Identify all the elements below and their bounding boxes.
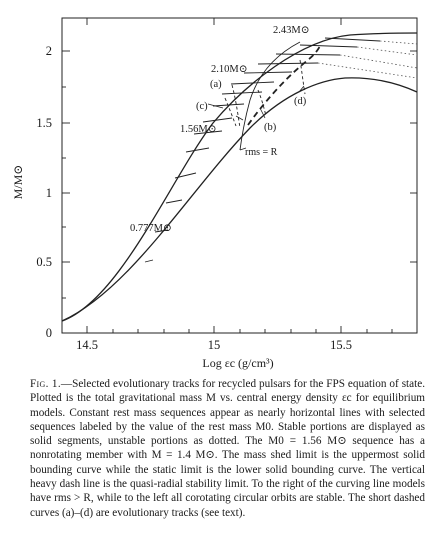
caption-label: Fig. 1. — [30, 378, 61, 390]
y-tick-label: 2 — [46, 44, 52, 58]
sequence-label-2.10: 2.10M⊙ — [211, 64, 248, 75]
evolutionary-tracks — [224, 59, 306, 129]
quasi-radial-stability-line — [247, 45, 321, 126]
figure-plot: 14.5 15 15.5 0 0.5 1 1.5 2 Log εc (g/cm³… — [11, 17, 418, 370]
figure-caption: Fig. 1.—Selected evolutionary tracks for… — [30, 377, 425, 520]
rest-mass-sequences — [144, 37, 381, 263]
track-label-a: (a) — [210, 79, 222, 90]
sequence-label-0.777: 0.777M⊙ — [130, 223, 172, 234]
label-leaders — [207, 85, 305, 151]
track-label-b: (b) — [264, 122, 277, 133]
mass-shed-limit-curve — [61, 32, 418, 322]
track-label-d: (d) — [294, 96, 307, 107]
caption-text: —Selected evolutionary tracks for recycl… — [30, 378, 425, 519]
x-tick-label: 14.5 — [76, 338, 98, 352]
y-tick-label: 0 — [46, 326, 52, 340]
static-limit-curve — [61, 77, 418, 322]
axis-ticks — [62, 18, 417, 334]
rms-r-label: rms = R — [245, 147, 278, 158]
plot-frame — [61, 17, 418, 334]
sequence-label-2.43: 2.43M⊙ — [273, 25, 310, 36]
x-tick-label: 15 — [208, 338, 221, 352]
y-tick-label: 1.5 — [36, 116, 52, 130]
y-tick-label: 0.5 — [36, 255, 52, 269]
x-axis-title: Log εc (g/cm³) — [202, 356, 273, 370]
x-tick-label: 15.5 — [330, 338, 352, 352]
unstable-sequences — [317, 40, 418, 79]
y-tick-label: 1 — [46, 186, 52, 200]
rms-equals-r-curve — [239, 41, 301, 151]
sequence-label-1.56: 1.56M⊙ — [180, 124, 217, 135]
y-axis-title: M/M⊙ — [11, 165, 25, 200]
track-label-c: (c) — [196, 101, 208, 112]
